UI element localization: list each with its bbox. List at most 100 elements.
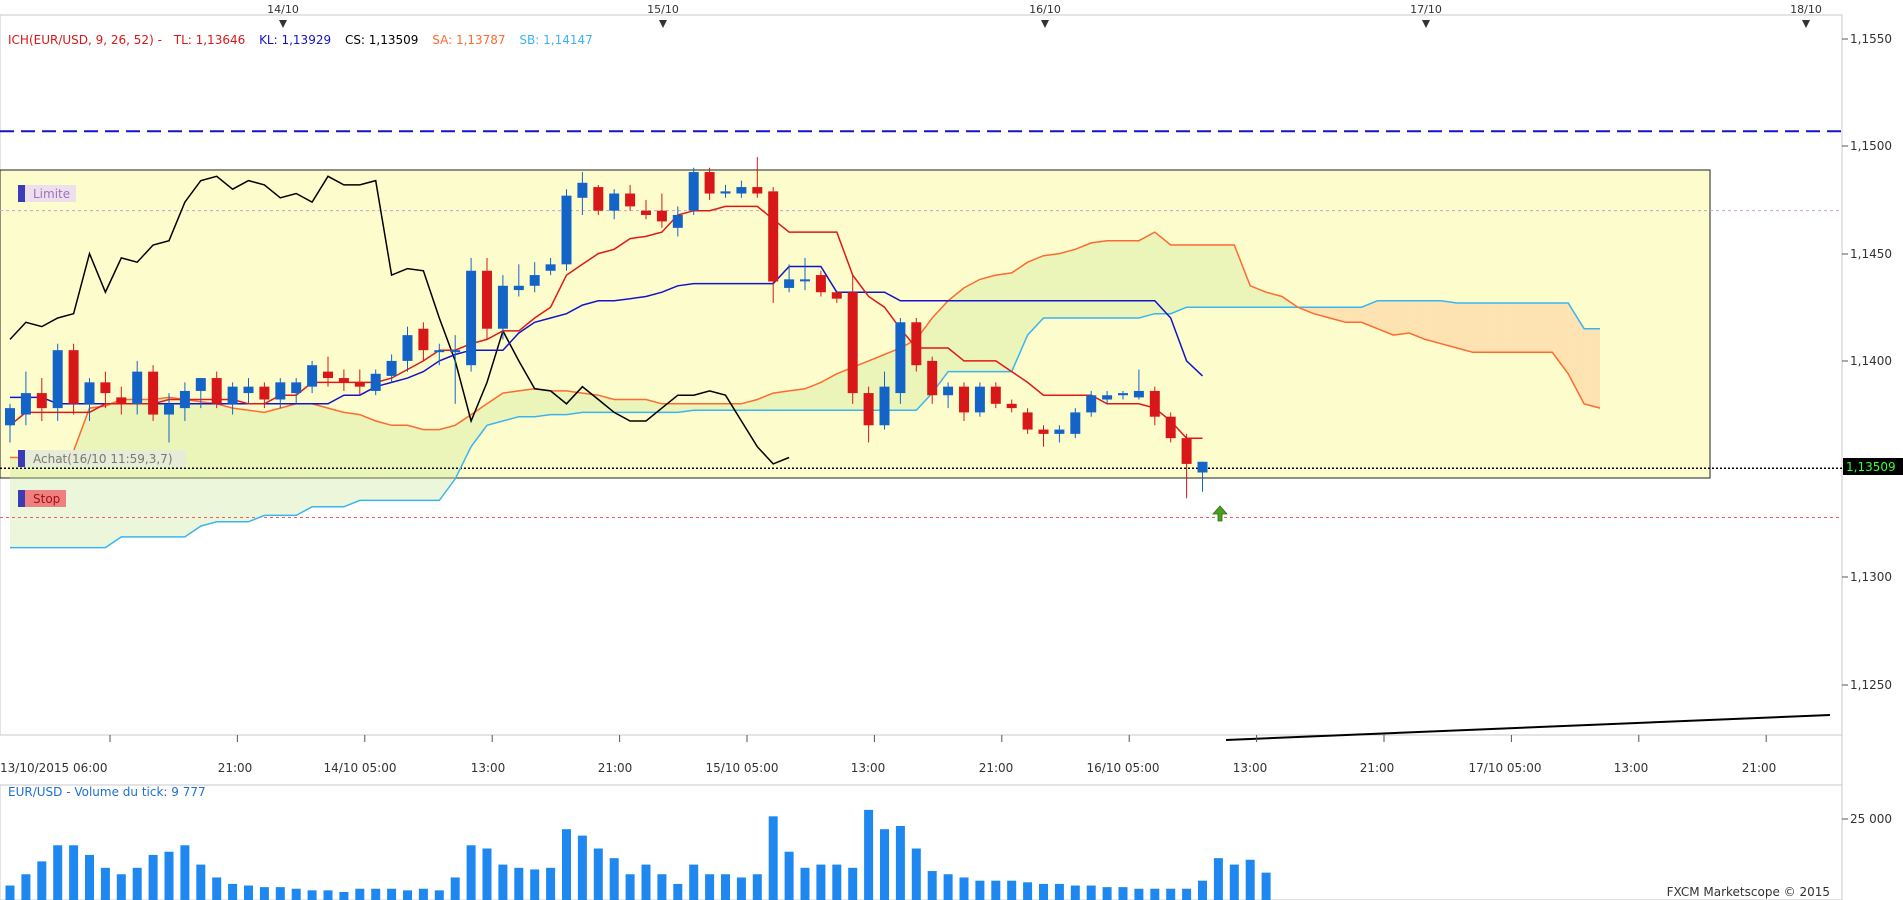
cloud-segment bbox=[312, 403, 328, 507]
cloud-segment bbox=[964, 279, 980, 372]
cloud-segment bbox=[773, 390, 790, 411]
cloud-segment bbox=[1361, 300, 1378, 329]
candle-body bbox=[482, 270, 492, 329]
volume-bar bbox=[562, 829, 571, 900]
volume-bar bbox=[609, 858, 619, 900]
cloud-segment bbox=[328, 408, 344, 507]
volume-bar bbox=[1150, 888, 1160, 900]
cloud-segment bbox=[1345, 307, 1362, 323]
chikou-line bbox=[9, 175, 790, 465]
cloud-segment bbox=[1170, 245, 1187, 314]
volume-bar bbox=[1198, 880, 1207, 900]
cloud-segment bbox=[534, 388, 551, 417]
candle-body bbox=[688, 172, 699, 211]
volume-bar bbox=[848, 867, 858, 900]
volume-bar bbox=[1229, 864, 1239, 900]
candle-body bbox=[784, 279, 795, 288]
candle-body bbox=[736, 187, 747, 194]
candle-body bbox=[1070, 412, 1081, 434]
cloud-segment bbox=[232, 408, 249, 522]
stop-order-tag[interactable]: Stop bbox=[18, 490, 66, 507]
volume-bar bbox=[673, 883, 683, 900]
cloud-segment bbox=[1138, 232, 1155, 318]
volume-bar bbox=[911, 848, 921, 900]
volume-bar bbox=[832, 864, 842, 900]
volume-bar bbox=[784, 851, 794, 900]
cloud-segment bbox=[169, 397, 185, 537]
volume-bar bbox=[864, 809, 874, 900]
volume-bar bbox=[752, 874, 762, 900]
volume-bar bbox=[546, 867, 556, 900]
cloud-segment bbox=[73, 408, 90, 548]
volume-bar bbox=[959, 877, 969, 900]
volume-bar bbox=[244, 885, 253, 900]
cloud-segment bbox=[805, 382, 821, 411]
volume-bar bbox=[371, 888, 381, 900]
cloud-segment bbox=[1059, 249, 1076, 318]
cloud-segment bbox=[550, 390, 567, 415]
candle-body bbox=[879, 386, 890, 426]
date-marker-label: 18/10 bbox=[1790, 3, 1822, 16]
volume-bar bbox=[403, 890, 412, 900]
volume-bar bbox=[943, 874, 953, 900]
candle-body bbox=[52, 350, 63, 409]
candle-body bbox=[831, 292, 842, 299]
date-marker-label: 17/10 bbox=[1410, 3, 1442, 16]
candle-body bbox=[116, 397, 127, 404]
volume-bar bbox=[641, 864, 651, 900]
copyright-footer: FXCM Marketscope © 2015 bbox=[1667, 885, 1830, 899]
candle-body bbox=[370, 373, 381, 391]
volume-bar bbox=[180, 845, 190, 900]
volume-bar bbox=[1245, 859, 1255, 900]
cloud-segment bbox=[1472, 302, 1489, 353]
cloud-segment bbox=[1552, 302, 1569, 374]
candle-body bbox=[847, 292, 858, 394]
candle-body bbox=[815, 275, 826, 293]
volume-bar bbox=[1134, 888, 1144, 900]
cloud-segment bbox=[264, 408, 281, 516]
cloud-segment bbox=[693, 403, 710, 411]
candle-body bbox=[323, 371, 333, 379]
candle-body bbox=[609, 193, 620, 211]
candle-body bbox=[227, 386, 238, 404]
candle-body bbox=[243, 386, 254, 394]
kijun-value: KL: 1,13929 bbox=[259, 33, 331, 47]
candle-body bbox=[704, 172, 715, 194]
candle-body bbox=[529, 275, 540, 286]
date-marker-triangle-icon bbox=[659, 20, 667, 28]
limit-order-tag[interactable]: Limite bbox=[18, 185, 76, 202]
cloud-segment bbox=[979, 275, 996, 372]
volume-bar bbox=[991, 880, 1001, 900]
cloud-segment bbox=[661, 403, 678, 413]
volume-bar bbox=[657, 874, 667, 900]
volume-bar bbox=[196, 864, 206, 900]
cloud-segment bbox=[741, 399, 758, 411]
volume-bar bbox=[800, 867, 810, 900]
volume-bar bbox=[895, 825, 905, 900]
limit-order-handle bbox=[18, 185, 25, 202]
candle-body bbox=[259, 386, 270, 400]
volume-panel-background bbox=[0, 784, 1843, 900]
trendline[interactable] bbox=[1225, 714, 1831, 741]
volume-bar bbox=[1182, 888, 1192, 900]
date-marker: 18/10 bbox=[1790, 3, 1822, 28]
volume-bar bbox=[768, 816, 778, 900]
cloud-segment bbox=[1154, 232, 1171, 314]
time-axis-label: 13:00 bbox=[1614, 761, 1649, 775]
volume-bar bbox=[69, 845, 79, 900]
indicator-legend: ICH(EUR/USD, 9, 26, 52) - TL: 1,13646 KL… bbox=[8, 33, 593, 47]
cloud-segment bbox=[1568, 302, 1585, 404]
volume-panel-title: EUR/USD - Volume du tick: 9 777 bbox=[8, 785, 206, 799]
cloud-segment bbox=[1393, 300, 1410, 336]
candle-body bbox=[148, 371, 159, 415]
candle-body bbox=[545, 264, 556, 271]
cloud-segment bbox=[153, 397, 169, 537]
volume-bar bbox=[498, 864, 508, 900]
cloud-segment bbox=[1234, 245, 1251, 308]
time-axis: 13/10/2015 06:00 21:00 14/10 05:00 13:00… bbox=[0, 761, 1776, 775]
volume-bar bbox=[927, 871, 937, 900]
candle-body bbox=[561, 195, 572, 265]
buy-order-tag[interactable]: Achat(16/10 11:59,3,7) bbox=[18, 450, 186, 467]
volume-bar bbox=[1023, 882, 1033, 900]
